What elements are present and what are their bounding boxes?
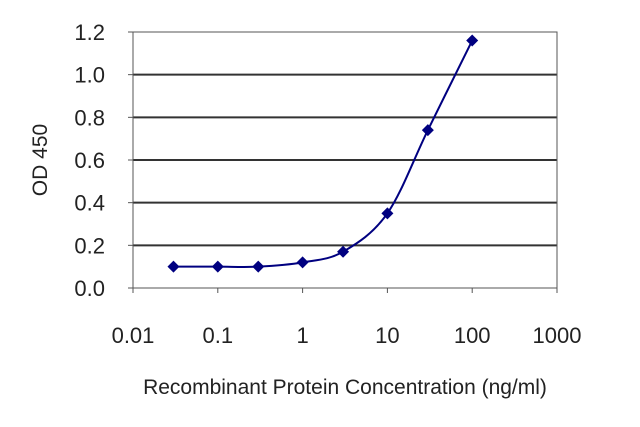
y-tick-label: 1.0 bbox=[74, 63, 105, 88]
y-tick-label: 0.6 bbox=[74, 148, 105, 173]
data-point bbox=[167, 260, 180, 273]
y-tick-labels: 0.0 0.2 0.4 0.6 0.8 1.0 1.2 bbox=[74, 20, 133, 301]
data-point bbox=[381, 207, 394, 220]
series-line-group bbox=[167, 34, 479, 273]
y-tick-label: 0.0 bbox=[74, 276, 105, 301]
x-tick-label: 10 bbox=[375, 323, 399, 348]
x-tick-label: 0.1 bbox=[203, 323, 234, 348]
y-tick-label: 0.4 bbox=[74, 191, 105, 216]
data-point bbox=[252, 260, 265, 273]
data-point bbox=[466, 34, 479, 47]
grid-lines bbox=[133, 73, 557, 247]
x-tick-label: 1000 bbox=[533, 323, 582, 348]
y-axis-title: OD 450 bbox=[29, 124, 52, 196]
x-tick-label: 0.01 bbox=[112, 323, 155, 348]
y-tick-label: 0.2 bbox=[74, 233, 105, 258]
x-tick-label: 1 bbox=[296, 323, 308, 348]
y-tick-label: 0.8 bbox=[74, 105, 105, 130]
y-tick-label: 1.2 bbox=[74, 20, 105, 45]
data-point bbox=[211, 260, 224, 273]
data-point bbox=[296, 256, 309, 269]
x-axis-title: Recombinant Protein Concentration (ng/ml… bbox=[143, 376, 547, 399]
x-tick-label: 100 bbox=[454, 323, 491, 348]
data-point bbox=[421, 124, 434, 137]
x-tick-labels: 0.01 0.1 1 10 100 1000 bbox=[112, 288, 582, 348]
data-point bbox=[337, 245, 350, 258]
